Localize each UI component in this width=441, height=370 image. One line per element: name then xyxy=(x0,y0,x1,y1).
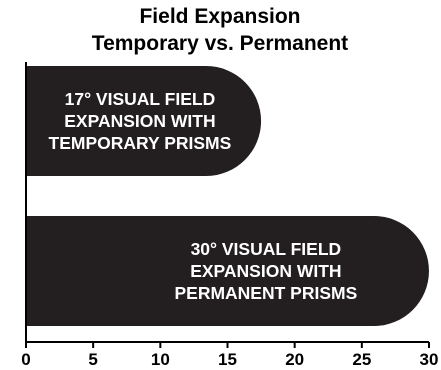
x-tick-label: 5 xyxy=(88,350,97,369)
bar-1-label-line: 17° VISUAL FIELD xyxy=(65,89,216,109)
bar-1-label-line: EXPANSION WITH xyxy=(64,111,215,131)
bar-2-label-line: 30° VISUAL FIELD xyxy=(191,239,342,259)
x-axis: 0 5 10 15 20 25 30 xyxy=(21,62,438,369)
bar-2-label-line: EXPANSION WITH xyxy=(190,261,341,281)
x-tick-label: 30 xyxy=(420,350,439,369)
bar-1 xyxy=(26,66,262,176)
x-tick-label: 15 xyxy=(218,350,237,369)
chart-title: Field Expansion xyxy=(139,5,300,28)
chart-subtitle: Temporary vs. Permanent xyxy=(92,32,348,55)
x-tick-label: 0 xyxy=(21,350,30,369)
x-tick-label: 25 xyxy=(352,350,371,369)
bar-1-label-line: TEMPORARY PRISMS xyxy=(49,133,232,153)
x-tick-label: 20 xyxy=(285,350,304,369)
x-tick-label: 10 xyxy=(151,350,170,369)
bar-2-label-line: PERMANENT PRISMS xyxy=(174,283,357,303)
bar-2 xyxy=(26,216,429,326)
